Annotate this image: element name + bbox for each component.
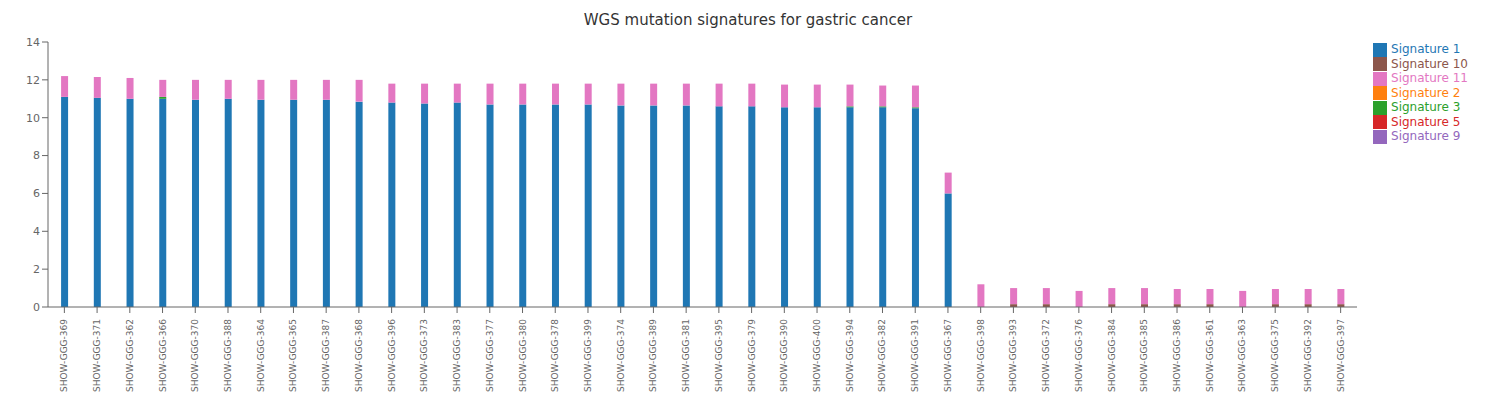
svg-text:SHOW-GGG-396: SHOW-GGG-396 xyxy=(387,319,397,392)
svg-text:SHOW-GGG-372: SHOW-GGG-372 xyxy=(1041,319,1051,392)
svg-text:SHOW-GGG-370: SHOW-GGG-370 xyxy=(190,319,200,392)
svg-text:SHOW-GGG-376: SHOW-GGG-376 xyxy=(1074,319,1084,392)
html-text:Signature 2: Signature 2 xyxy=(1391,85,1461,100)
svg-text:SHOW-GGG-363: SHOW-GGG-363 xyxy=(1237,319,1247,392)
html-text:WGS mutation signatures for ga: WGS mutation signatures for gastric canc… xyxy=(583,11,913,29)
svg-text:14: 14 xyxy=(26,36,40,49)
svg-text:4: 4 xyxy=(33,225,40,238)
svg-text:SHOW-GGG-398: SHOW-GGG-398 xyxy=(976,319,986,392)
svg-text:10: 10 xyxy=(26,112,40,125)
svg-text:SHOW-GGG-381: SHOW-GGG-381 xyxy=(681,319,691,392)
html-text:Signature 10: Signature 10 xyxy=(1391,56,1468,71)
svg-text:SHOW-GGG-397: SHOW-GGG-397 xyxy=(1336,319,1346,392)
svg-text:SHOW-GGG-383: SHOW-GGG-383 xyxy=(452,319,462,392)
svg-text:2: 2 xyxy=(33,263,40,276)
svg-text:SHOW-GGG-385: SHOW-GGG-385 xyxy=(1139,319,1149,392)
svg-text:SHOW-GGG-395: SHOW-GGG-395 xyxy=(714,319,724,392)
svg-text:SHOW-GGG-391: SHOW-GGG-391 xyxy=(910,319,920,392)
html-text:Signature 1: Signature 1 xyxy=(1391,42,1461,56)
svg-text:SHOW-GGG-389: SHOW-GGG-389 xyxy=(648,319,658,392)
svg-text:SHOW-GGG-373: SHOW-GGG-373 xyxy=(419,319,429,392)
svg-text:SHOW-GGG-393: SHOW-GGG-393 xyxy=(1008,319,1018,392)
svg-text:SHOW-GGG-378: SHOW-GGG-378 xyxy=(550,319,560,392)
svg-text:SHOW-GGG-365: SHOW-GGG-365 xyxy=(288,319,298,392)
svg-text:SHOW-GGG-380: SHOW-GGG-380 xyxy=(518,319,528,392)
svg-text:0: 0 xyxy=(33,301,40,314)
svg-text:SHOW-GGG-361: SHOW-GGG-361 xyxy=(1205,319,1215,392)
svg-text:SHOW-GGG-382: SHOW-GGG-382 xyxy=(877,319,887,392)
svg-text:SHOW-GGG-364: SHOW-GGG-364 xyxy=(256,319,266,392)
svg-text:SHOW-GGG-375: SHOW-GGG-375 xyxy=(1270,319,1280,392)
svg-text:SHOW-GGG-399: SHOW-GGG-399 xyxy=(583,319,593,392)
svg-text:SHOW-GGG-368: SHOW-GGG-368 xyxy=(354,319,364,392)
svg-text:12: 12 xyxy=(26,74,40,87)
svg-text:SHOW-GGG-362: SHOW-GGG-362 xyxy=(125,319,135,392)
svg-text:SHOW-GGG-390: SHOW-GGG-390 xyxy=(779,319,789,392)
svg-text:SHOW-GGG-371: SHOW-GGG-371 xyxy=(92,319,102,392)
svg-text:SHOW-GGG-387: SHOW-GGG-387 xyxy=(321,319,331,392)
html-text:Signature 11: Signature 11 xyxy=(1391,71,1468,85)
svg-text:SHOW-GGG-366: SHOW-GGG-366 xyxy=(158,319,168,392)
svg-text:8: 8 xyxy=(33,149,40,162)
svg-text:SHOW-GGG-384: SHOW-GGG-384 xyxy=(1107,319,1117,392)
svg-text:SHOW-GGG-367: SHOW-GGG-367 xyxy=(943,319,953,392)
svg-text:SHOW-GGG-379: SHOW-GGG-379 xyxy=(747,319,757,392)
svg-text:SHOW-GGG-400: SHOW-GGG-400 xyxy=(812,319,822,392)
svg-text:SHOW-GGG-394: SHOW-GGG-394 xyxy=(845,319,855,392)
svg-text:6: 6 xyxy=(33,187,40,200)
svg-text:SHOW-GGG-369: SHOW-GGG-369 xyxy=(59,319,69,392)
html-text:Signature 5: Signature 5 xyxy=(1391,114,1461,129)
html-text:Signature 9: Signature 9 xyxy=(1391,129,1461,143)
svg-text:SHOW-GGG-377: SHOW-GGG-377 xyxy=(485,319,495,392)
svg-text:SHOW-GGG-392: SHOW-GGG-392 xyxy=(1303,319,1313,392)
svg-text:SHOW-GGG-386: SHOW-GGG-386 xyxy=(1172,319,1182,392)
svg-text:SHOW-GGG-388: SHOW-GGG-388 xyxy=(223,319,233,392)
svg-text:SHOW-GGG-374: SHOW-GGG-374 xyxy=(616,319,626,392)
html-text:Signature 3: Signature 3 xyxy=(1391,100,1461,114)
